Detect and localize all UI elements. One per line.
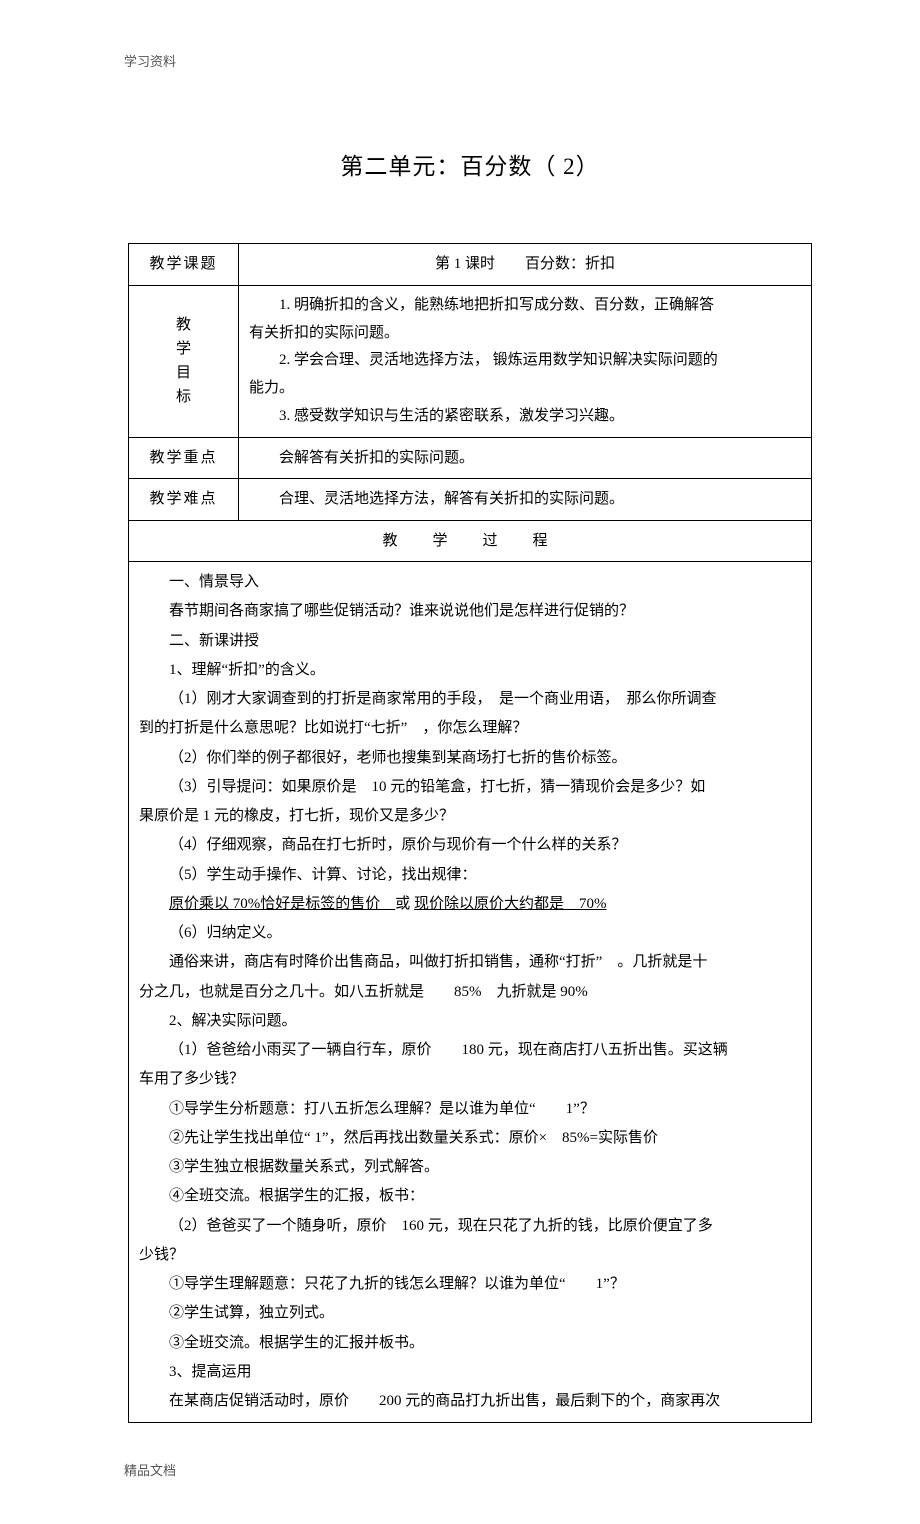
body-line: 春节期间各商家搞了哪些促销活动？谁来说说他们是怎样进行促销的？	[139, 597, 801, 626]
body-line: 二、新课讲授	[139, 627, 801, 656]
goal-line: 1. 明确折扣的含义，能熟练地把折扣写成分数、百分数，正确解答	[249, 292, 801, 320]
topic-value: 第 1 课时 百分数：折扣	[239, 244, 812, 286]
keypoint-label: 教学重点	[129, 437, 239, 479]
body-line: 3、提高运用	[139, 1358, 801, 1387]
body-line: （1）爸爸给小雨买了一辆自行车，原价 180 元，现在商店打八五折出售。买这辆	[139, 1036, 801, 1065]
goal-content: 1. 明确折扣的含义，能熟练地把折扣写成分数、百分数，正确解答 有关折扣的实际问…	[239, 285, 812, 437]
goal-row: 教 学 目 标 1. 明确折扣的含义，能熟练地把折扣写成分数、百分数，正确解答 …	[129, 285, 812, 437]
page: 学习资料 第二单元：百分数（ 2） 教学课题 第 1 课时 百分数：折扣 教 学…	[0, 0, 920, 1524]
body-line: 一、情景导入	[139, 568, 801, 597]
body-line: （6）归纳定义。	[139, 919, 801, 948]
body-line: ④全班交流。根据学生的汇报，板书：	[139, 1182, 801, 1211]
body-line: 通俗来讲，商店有时降价出售商品，叫做打折扣销售，通称“打折” 。几折就是十	[139, 948, 801, 977]
difficulty-value: 合理、灵活地选择方法，解答有关折扣的实际问题。	[239, 479, 812, 521]
body-line: ①导学生分析题意：打八五折怎么理解？是以谁为单位“ 1”？	[139, 1095, 801, 1124]
body-line: （4）仔细观察，商品在打七折时，原价与现价有一个什么样的关系？	[139, 831, 801, 860]
process-body: 一、情景导入春节期间各商家搞了哪些促销活动？谁来说说他们是怎样进行促销的？二、新…	[129, 562, 812, 1423]
body-line: 分之几，也就是百分之几十。如八五折就是 85% 九折就是 90%	[139, 978, 801, 1007]
body-line: ②先让学生找出单位“ 1”，然后再找出数量关系式：原价× 85%=实际售价	[139, 1124, 801, 1153]
footer-note: 精品文档	[124, 1459, 812, 1484]
body-line: ③学生独立根据数量关系式，列式解答。	[139, 1153, 801, 1182]
body-line: 果原价是 1 元的橡皮，打七折，现价又是多少？	[139, 802, 801, 831]
goal-line: 2. 学会合理、灵活地选择方法， 锻炼运用数学知识解决实际问题的	[249, 347, 801, 375]
lesson-plan-table: 教学课题 第 1 课时 百分数：折扣 教 学 目 标 1. 明确折扣的含义，能熟…	[128, 243, 812, 1423]
body-line: 在某商店促销活动时，原价 200 元的商品打九折出售，最后剩下的个，商家再次	[139, 1387, 801, 1416]
header-note: 学习资料	[124, 50, 812, 75]
body-line: （3）引导提问：如果原价是 10 元的铅笔盒，打七折，猜一猜现价会是多少？如	[139, 773, 801, 802]
unit-title: 第二单元：百分数（ 2）	[128, 145, 812, 189]
body-line: ①导学生理解题意：只花了九折的钱怎么理解？以谁为单位“ 1”？	[139, 1270, 801, 1299]
body-line: （2）你们举的例子都很好，老师也搜集到某商场打七折的售价标签。	[139, 744, 801, 773]
goal-label-char: 目	[139, 361, 228, 385]
difficulty-row: 教学难点 合理、灵活地选择方法，解答有关折扣的实际问题。	[129, 479, 812, 521]
topic-label: 教学课题	[129, 244, 239, 286]
goal-line: 有关折扣的实际问题。	[249, 320, 801, 348]
body-line: ②学生试算，独立列式。	[139, 1299, 801, 1328]
process-header: 教 学 过 程	[129, 520, 812, 562]
body-line: （1）刚才大家调查到的打折是商家常用的手段， 是一个商业用语， 那么你所调查	[139, 685, 801, 714]
keypoint-row: 教学重点 会解答有关折扣的实际问题。	[129, 437, 812, 479]
goal-label-char: 教	[139, 313, 228, 337]
goal-label-char: 学	[139, 337, 228, 361]
keypoint-value: 会解答有关折扣的实际问题。	[239, 437, 812, 479]
topic-row: 教学课题 第 1 课时 百分数：折扣	[129, 244, 812, 286]
process-body-row: 一、情景导入春节期间各商家搞了哪些促销活动？谁来说说他们是怎样进行促销的？二、新…	[129, 562, 812, 1423]
body-line: 少钱？	[139, 1241, 801, 1270]
body-line: 车用了多少钱？	[139, 1065, 801, 1094]
body-line: ③全班交流。根据学生的汇报并板书。	[139, 1329, 801, 1358]
body-line: 原价乘以 70%恰好是标签的售价 或 现价除以原价大约都是 70%	[139, 890, 801, 919]
body-line: （2）爸爸买了一个随身听，原价 160 元，现在只花了九折的钱，比原价便宜了多	[139, 1212, 801, 1241]
body-line: 2、解决实际问题。	[139, 1007, 801, 1036]
body-line: （5）学生动手操作、计算、讨论，找出规律：	[139, 861, 801, 890]
body-line: 到的打折是什么意思呢？比如说打“七折” ，你怎么理解？	[139, 714, 801, 743]
goal-label-char: 标	[139, 385, 228, 409]
goal-label: 教 学 目 标	[129, 285, 239, 437]
goal-line: 3. 感受数学知识与生活的紧密联系，激发学习兴趣。	[249, 403, 801, 431]
process-header-row: 教 学 过 程	[129, 520, 812, 562]
difficulty-label: 教学难点	[129, 479, 239, 521]
body-line: 1、理解“折扣”的含义。	[139, 656, 801, 685]
goal-line: 能力。	[249, 375, 801, 403]
